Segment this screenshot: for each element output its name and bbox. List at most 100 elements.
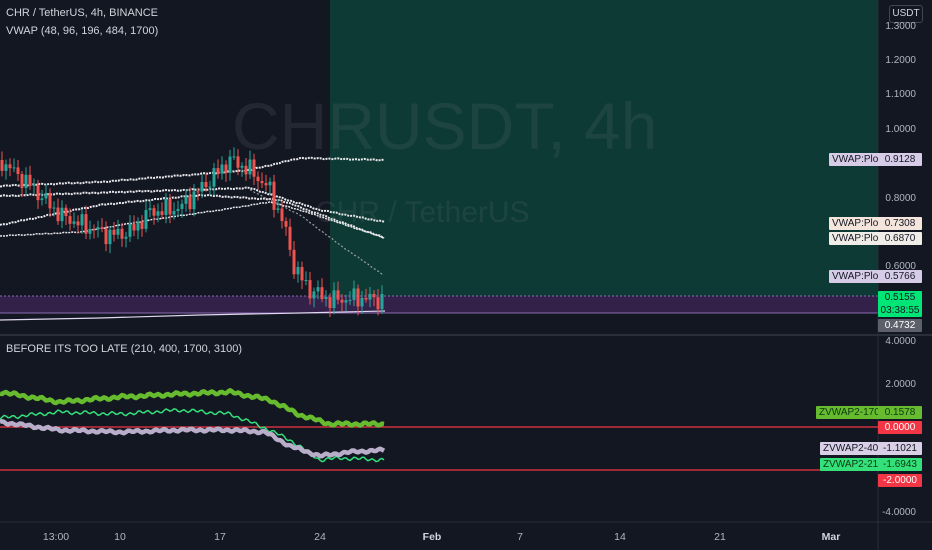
candle-body bbox=[360, 297, 364, 307]
candle-body bbox=[104, 228, 108, 245]
candle-body bbox=[152, 208, 156, 216]
candle-body bbox=[176, 208, 180, 212]
candle-body bbox=[44, 192, 48, 199]
candle-body bbox=[368, 293, 372, 300]
candle-body bbox=[168, 199, 172, 215]
last-price-label: 0.5155 03:38:55 bbox=[878, 291, 922, 317]
candle-body bbox=[320, 287, 324, 300]
candle-body bbox=[268, 181, 272, 186]
time-tick: 21 bbox=[714, 531, 726, 543]
time-tick: Feb bbox=[422, 531, 442, 543]
candle-body bbox=[128, 223, 132, 237]
zvwap-1700-line bbox=[0, 387, 385, 428]
time-tick: 10 bbox=[114, 531, 126, 543]
candle-body bbox=[32, 184, 36, 186]
candle-body bbox=[28, 174, 32, 186]
candle-body bbox=[216, 168, 220, 174]
candle-body bbox=[248, 159, 252, 175]
candle-body bbox=[344, 300, 348, 303]
oscillator-legend[interactable]: BEFORE ITS TOO LATE (210, 400, 1700, 310… bbox=[6, 343, 243, 355]
vwap-line-fast bbox=[0, 201, 385, 239]
candle-body bbox=[212, 168, 216, 187]
osc-level-minus-two-label: -2.0000 bbox=[878, 474, 922, 487]
price-tick: 0.8000 bbox=[885, 193, 916, 204]
osc-tick: 2.0000 bbox=[885, 379, 916, 390]
candle-body bbox=[376, 297, 380, 310]
range-band bbox=[0, 296, 878, 313]
candle-body bbox=[116, 228, 120, 235]
candle-body bbox=[68, 216, 72, 224]
candle-body bbox=[0, 160, 4, 171]
candle-body bbox=[20, 174, 24, 189]
oscillator-lines bbox=[0, 387, 386, 463]
countdown-value: 03:38:55 bbox=[880, 305, 920, 316]
candle-body bbox=[156, 211, 160, 216]
candle-body bbox=[88, 228, 92, 234]
candle-body bbox=[236, 156, 240, 168]
candle-body bbox=[180, 203, 184, 209]
vwap-line-floor bbox=[0, 310, 386, 321]
currency-button[interactable]: USDT bbox=[889, 5, 923, 23]
candle-body bbox=[332, 290, 336, 309]
candle-body bbox=[260, 181, 264, 184]
candle-body bbox=[208, 186, 212, 188]
candle-body bbox=[184, 196, 188, 204]
candle-body bbox=[144, 210, 148, 229]
candles bbox=[0, 147, 384, 317]
candle-body bbox=[292, 249, 296, 275]
vwap-line-short bbox=[0, 193, 385, 239]
candle-body bbox=[60, 207, 64, 222]
candle-body bbox=[324, 297, 328, 300]
candle-body bbox=[100, 227, 104, 229]
candle-body bbox=[36, 184, 40, 201]
candle-body bbox=[316, 287, 320, 292]
candle-body bbox=[304, 280, 308, 282]
osc-tick: -4.0000 bbox=[882, 507, 916, 518]
candle-body bbox=[336, 290, 340, 300]
zvwap-1700-label: ZVWAP2-1700 bbox=[816, 406, 889, 419]
zvwap-400-value: -1.1021 bbox=[878, 442, 922, 455]
candle-body bbox=[160, 211, 164, 215]
vwap-plot-value-2: 0.7308 bbox=[878, 217, 922, 230]
candle-body bbox=[380, 294, 384, 310]
candle-body bbox=[276, 208, 280, 210]
last-price-value: 0.5155 bbox=[884, 292, 916, 303]
candle-body bbox=[80, 214, 84, 226]
vwap-lines bbox=[0, 156, 386, 321]
zvwap-400-line bbox=[0, 418, 386, 459]
symbol-legend[interactable]: CHR / TetherUS, 4h, BINANCE bbox=[6, 7, 159, 19]
candle-body bbox=[164, 199, 168, 215]
candle-body bbox=[124, 236, 128, 239]
candle-body bbox=[312, 291, 316, 299]
candle-body bbox=[300, 266, 304, 281]
candle-body bbox=[280, 208, 284, 222]
candle-body bbox=[120, 228, 124, 239]
vwap-plot-value-4: 0.5766 bbox=[878, 270, 922, 283]
candle-body bbox=[328, 297, 332, 309]
candle-body bbox=[56, 207, 60, 222]
vwap-legend[interactable]: VWAP (48, 96, 196, 484, 1700) bbox=[6, 25, 159, 37]
time-tick: 17 bbox=[214, 531, 226, 543]
candle-body bbox=[244, 165, 248, 175]
candle-body bbox=[148, 208, 152, 211]
price-tick: 1.3000 bbox=[885, 21, 916, 32]
price-tick: 1.0000 bbox=[885, 124, 916, 135]
candle-body bbox=[76, 221, 80, 226]
candle-body bbox=[232, 156, 236, 158]
candle-body bbox=[224, 164, 228, 173]
price-tick: 1.2000 bbox=[885, 55, 916, 66]
candle-body bbox=[204, 182, 208, 188]
candle-body bbox=[132, 223, 136, 231]
time-tick: 7 bbox=[517, 531, 523, 543]
candle-body bbox=[356, 288, 360, 307]
candle-body bbox=[264, 183, 268, 186]
candle-body bbox=[48, 192, 52, 209]
time-tick: Mar bbox=[821, 531, 841, 543]
candle-body bbox=[72, 221, 76, 224]
candle-body bbox=[192, 191, 196, 210]
candle-body bbox=[136, 221, 140, 231]
low-marker-label: 0.4732 bbox=[878, 319, 922, 332]
candle-body bbox=[108, 229, 112, 245]
time-tick: 14 bbox=[614, 531, 626, 543]
